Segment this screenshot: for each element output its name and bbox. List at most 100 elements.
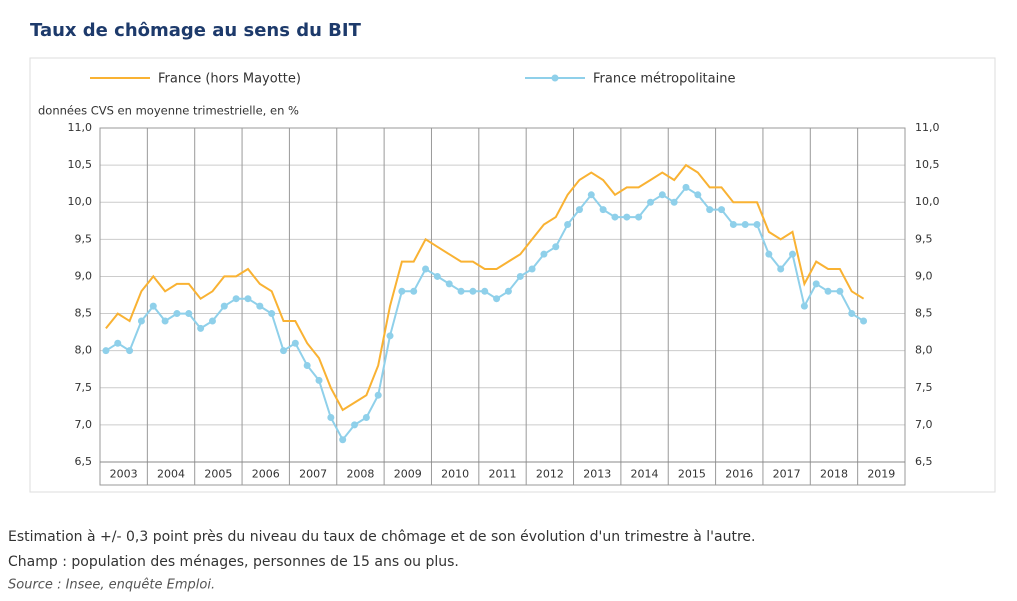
- point: [137, 317, 145, 325]
- point: [635, 213, 643, 221]
- point: [575, 206, 583, 214]
- y-tick-label: 11,0: [68, 121, 93, 134]
- point: [753, 220, 761, 228]
- point: [374, 391, 382, 399]
- point: [398, 287, 406, 295]
- x-tick-label: 2006: [252, 468, 280, 481]
- y-tick-label: 7,5: [915, 381, 933, 394]
- y-tick-label: 6,5: [915, 455, 933, 468]
- point: [208, 317, 216, 325]
- point: [445, 280, 453, 288]
- point: [718, 206, 726, 214]
- point: [386, 332, 394, 340]
- x-tick-label: 2003: [110, 468, 138, 481]
- x-tick-label: 2009: [394, 468, 422, 481]
- point: [303, 362, 311, 370]
- x-tick-label: 2010: [441, 468, 469, 481]
- point: [268, 310, 276, 318]
- point: [161, 317, 169, 325]
- point: [102, 347, 110, 355]
- point: [126, 347, 134, 355]
- y-tick-label: 8,0: [915, 344, 933, 357]
- point: [197, 324, 205, 332]
- y-tick-label: 9,5: [915, 232, 933, 245]
- source: Source : Insee, enquête Emploi.: [8, 578, 215, 593]
- point: [433, 272, 441, 280]
- series-line: [105, 163, 865, 412]
- point: [706, 206, 714, 214]
- x-tick-label: 2013: [583, 468, 611, 481]
- point: [765, 250, 773, 258]
- point: [149, 302, 157, 310]
- x-tick-label: 2012: [536, 468, 564, 481]
- x-tick-label: 2005: [204, 468, 232, 481]
- point: [339, 436, 347, 444]
- y-tick-label: 8,5: [915, 307, 933, 320]
- point: [623, 213, 631, 221]
- chart-title: Taux de chômage au sens du BIT: [30, 20, 362, 41]
- point: [670, 198, 678, 206]
- point: [540, 250, 548, 258]
- point: [777, 265, 785, 273]
- point: [220, 302, 228, 310]
- point: [729, 220, 737, 228]
- point: [564, 220, 572, 228]
- point: [528, 265, 536, 273]
- plot-frame: [99, 127, 906, 486]
- point: [232, 295, 240, 303]
- y-tick-label: 10,5: [68, 158, 93, 171]
- chart-frame: [29, 57, 996, 493]
- point: [789, 250, 797, 258]
- point: [599, 206, 607, 214]
- point: [812, 280, 820, 288]
- point: [658, 191, 666, 199]
- legend-label: France (hors Mayotte): [158, 72, 301, 87]
- point: [836, 287, 844, 295]
- x-tick-label: 2019: [867, 468, 895, 481]
- point: [552, 243, 560, 251]
- point: [587, 191, 595, 199]
- point: [860, 317, 868, 325]
- y-tick-label: 10,0: [915, 195, 940, 208]
- note: Champ : population des ménages, personne…: [8, 554, 459, 570]
- point: [315, 376, 323, 384]
- point: [694, 191, 702, 199]
- point: [516, 272, 524, 280]
- point: [824, 287, 832, 295]
- point: [351, 421, 359, 429]
- point: [422, 265, 430, 273]
- y-tick-label: 8,5: [75, 307, 93, 320]
- point: [646, 198, 654, 206]
- x-tick-label: 2014: [631, 468, 659, 481]
- note: Estimation à +/- 0,3 point près du nivea…: [8, 529, 755, 545]
- x-tick-label: 2011: [489, 468, 517, 481]
- y-tick-label: 11,0: [915, 121, 940, 134]
- x-tick-label: 2008: [346, 468, 374, 481]
- point: [457, 287, 465, 295]
- point: [173, 310, 181, 318]
- x-tick-label: 2018: [820, 468, 848, 481]
- y-tick-label: 8,0: [75, 344, 93, 357]
- x-tick-label: 2016: [725, 468, 753, 481]
- point: [848, 310, 856, 318]
- point: [362, 413, 370, 421]
- y-tick-label: 10,5: [915, 158, 940, 171]
- y-tick-label: 9,5: [75, 232, 93, 245]
- legend-label: France métropolitaine: [593, 72, 735, 87]
- point: [682, 183, 690, 191]
- point: [611, 213, 619, 221]
- y-tick-label: 7,0: [915, 418, 933, 431]
- point: [469, 287, 477, 295]
- y-tick-label: 6,5: [75, 455, 93, 468]
- point: [327, 413, 335, 421]
- point: [800, 302, 808, 310]
- point: [279, 347, 287, 355]
- legend-marker: [551, 74, 559, 82]
- point: [481, 287, 489, 295]
- point: [493, 295, 501, 303]
- y-tick-label: 9,0: [915, 269, 933, 282]
- point: [410, 287, 418, 295]
- point: [185, 310, 193, 318]
- point: [291, 339, 299, 347]
